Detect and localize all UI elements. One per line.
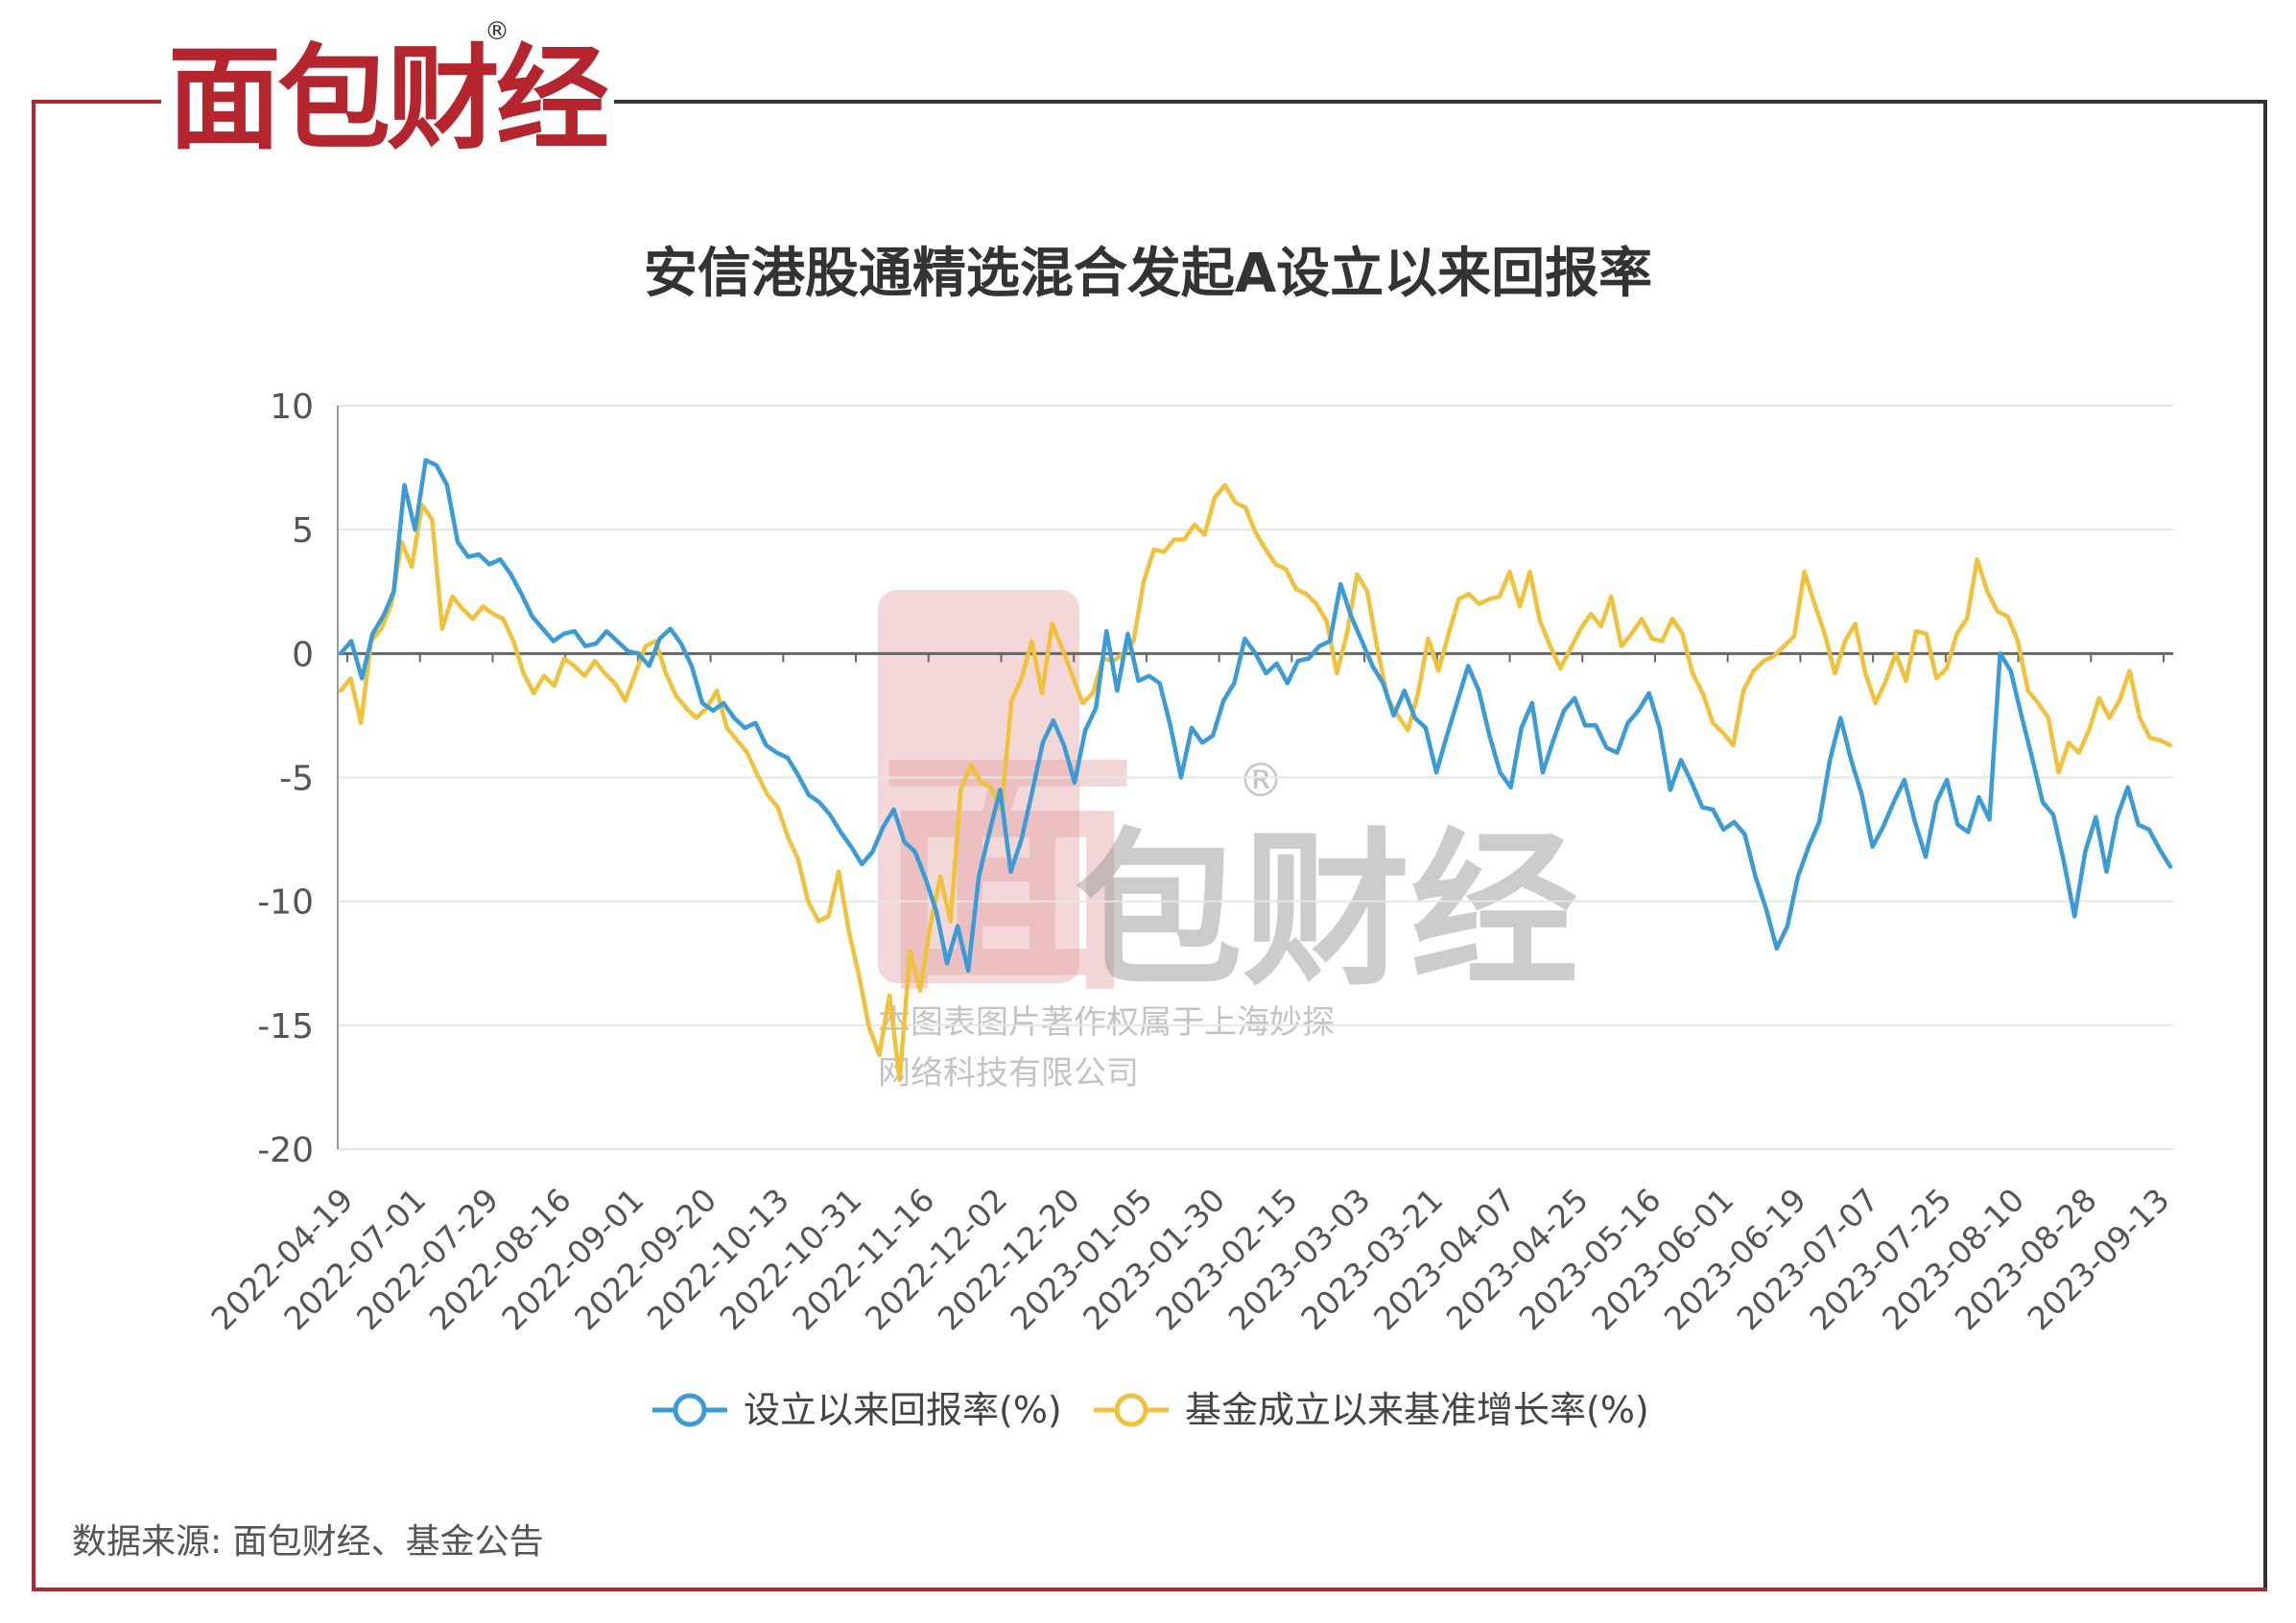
brand-logo-text: 面包财经 (168, 33, 609, 165)
data-source-note: 数据来源: 面包财经、基金公告 (72, 1522, 544, 1562)
series-line-benchmark (338, 482, 2173, 1082)
legend-label: 基金成立以来基准增长率(%) (1185, 1389, 1649, 1431)
y-tick-label: -5 (279, 760, 314, 799)
brand-logo: 面包财经 ® (168, 17, 609, 161)
watermark-copyright-line-1: 本图表图片著作权属于上海妙探 (878, 1003, 1335, 1042)
frame-right-border (2263, 100, 2267, 1591)
registered-mark: ® (485, 17, 509, 46)
chart-title: 安信港股通精选混合发起A设立以来回报率 (643, 243, 1653, 305)
frame-bottom-border (32, 1588, 2267, 1591)
frame-top-left-accent (32, 100, 161, 104)
y-tick-label: 5 (292, 511, 314, 551)
watermark-logo-text: 包财经 (1075, 814, 1578, 1009)
series-line-return (338, 458, 2173, 974)
legend: 设立以来回报率(%) 基金成立以来基准增长率(%) (652, 1389, 1649, 1431)
legend-circle-marker (673, 1393, 707, 1427)
watermark-copyright-line-2: 网络科技有限公司 (878, 1054, 1139, 1093)
y-tick-label: -15 (257, 1007, 314, 1047)
series-lines (338, 458, 2173, 1082)
y-tick-label: 0 (292, 635, 314, 674)
watermark: 面 包财经 ® 本图表图片著作权属于上海妙探 网络科技有限公司 (878, 590, 1578, 1093)
legend-item-benchmark: 基金成立以来基准增长率(%) (1094, 1389, 1649, 1431)
legend-circle-marker (1114, 1393, 1148, 1427)
frame-left-border (32, 100, 36, 1591)
y-axis: 10 5 0 -5 -10 -15 -20 (257, 388, 339, 1170)
watermark-registered-mark: ® (1238, 754, 1284, 808)
frame-top-border (614, 100, 2267, 104)
y-tick-label: -10 (257, 883, 314, 923)
y-tick-label: -20 (257, 1131, 314, 1170)
y-tick-label: 10 (270, 388, 314, 427)
legend-label: 设立以来回报率(%) (744, 1389, 1062, 1431)
legend-item-return: 设立以来回报率(%) (652, 1389, 1062, 1431)
